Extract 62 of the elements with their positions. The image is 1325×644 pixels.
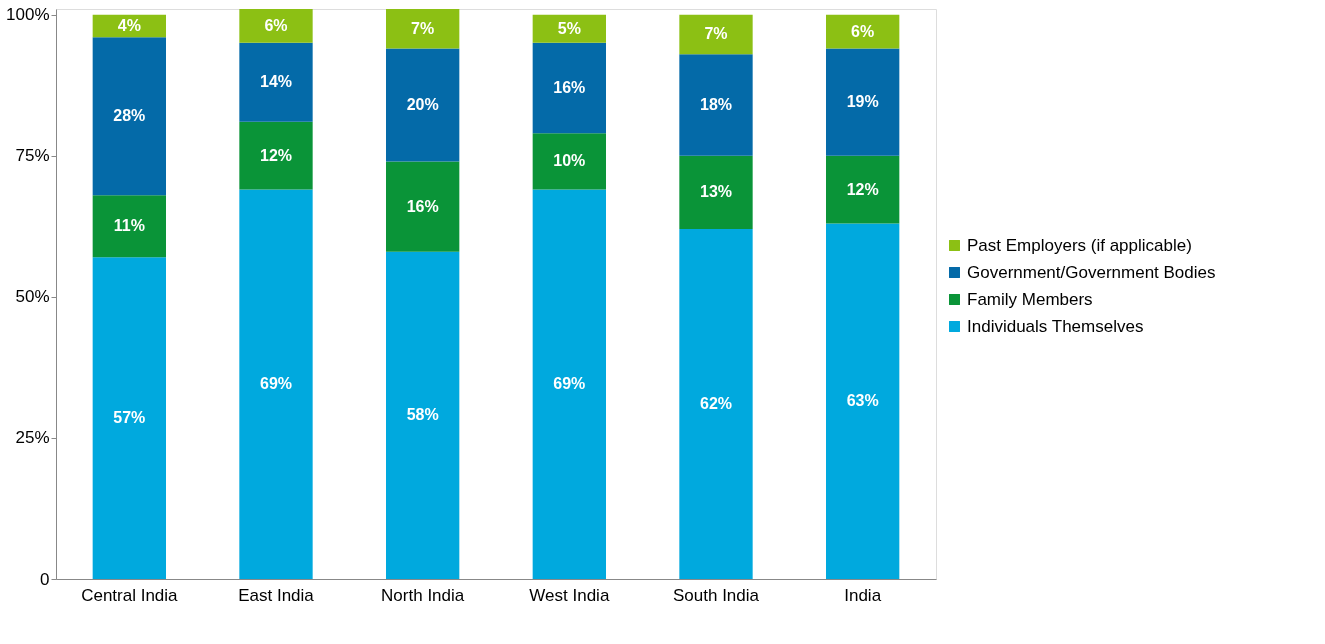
data-label: 12% bbox=[846, 180, 879, 198]
bar bbox=[239, 9, 313, 43]
bar bbox=[826, 48, 900, 156]
data-label: 62% bbox=[699, 395, 733, 413]
bar bbox=[239, 121, 313, 190]
bar bbox=[679, 54, 753, 156]
data-label: 20% bbox=[406, 95, 439, 113]
data-label: 13% bbox=[699, 183, 733, 201]
legend-label: Individuals Themselves bbox=[967, 316, 1144, 336]
data-label: 16% bbox=[553, 79, 586, 97]
bar bbox=[92, 37, 166, 196]
data-label: 11% bbox=[113, 217, 145, 235]
data-label: 4% bbox=[117, 16, 141, 34]
y-tick-label: 100% bbox=[6, 5, 50, 25]
data-label: 28% bbox=[113, 107, 146, 125]
bar bbox=[92, 195, 166, 258]
data-label: 14% bbox=[259, 73, 293, 91]
bar bbox=[532, 42, 606, 134]
data-label: 6% bbox=[851, 22, 875, 40]
data-label: 63% bbox=[846, 392, 879, 410]
y-tick-label: 50% bbox=[15, 287, 50, 307]
bar bbox=[826, 223, 900, 579]
bar bbox=[239, 42, 313, 122]
x-tick-label: India bbox=[844, 585, 882, 605]
data-label: 69% bbox=[259, 375, 293, 393]
bar bbox=[532, 133, 606, 190]
data-label: 5% bbox=[557, 19, 581, 37]
data-label: 16% bbox=[406, 197, 439, 215]
data-label: 6% bbox=[264, 16, 288, 34]
x-tick-label: South India bbox=[672, 585, 760, 605]
data-label: 7% bbox=[704, 25, 728, 43]
bar bbox=[826, 14, 900, 49]
bar bbox=[239, 189, 313, 579]
legend-label: Past Employers (if applicable) bbox=[967, 235, 1192, 255]
bar bbox=[826, 155, 900, 224]
bar bbox=[386, 161, 460, 252]
bar bbox=[679, 14, 753, 55]
bar bbox=[532, 14, 606, 43]
legend-label: Family Members bbox=[967, 289, 1093, 309]
y-tick-label: 0 bbox=[40, 569, 50, 589]
x-tick-label: Central India bbox=[81, 585, 179, 605]
data-label: 58% bbox=[406, 406, 439, 424]
bar bbox=[532, 189, 606, 579]
bar bbox=[679, 229, 753, 579]
bar bbox=[386, 9, 460, 49]
data-label: 69% bbox=[553, 375, 586, 393]
x-tick-label: North India bbox=[381, 585, 465, 605]
data-label: 12% bbox=[259, 146, 293, 164]
data-label: 19% bbox=[846, 93, 879, 111]
data-label: 57% bbox=[113, 409, 146, 427]
legend-label: Government/Government Bodies bbox=[967, 262, 1216, 282]
y-tick-label: 75% bbox=[15, 146, 50, 166]
bar bbox=[386, 251, 460, 579]
bar bbox=[92, 257, 166, 579]
data-label: 18% bbox=[699, 95, 733, 113]
data-label: 10% bbox=[553, 152, 586, 170]
x-tick-label: East India bbox=[238, 585, 315, 605]
bar bbox=[679, 155, 753, 230]
data-label: 7% bbox=[411, 19, 435, 37]
y-tick-label: 25% bbox=[15, 428, 50, 448]
x-tick-label: West India bbox=[529, 585, 610, 605]
bar bbox=[386, 48, 460, 162]
